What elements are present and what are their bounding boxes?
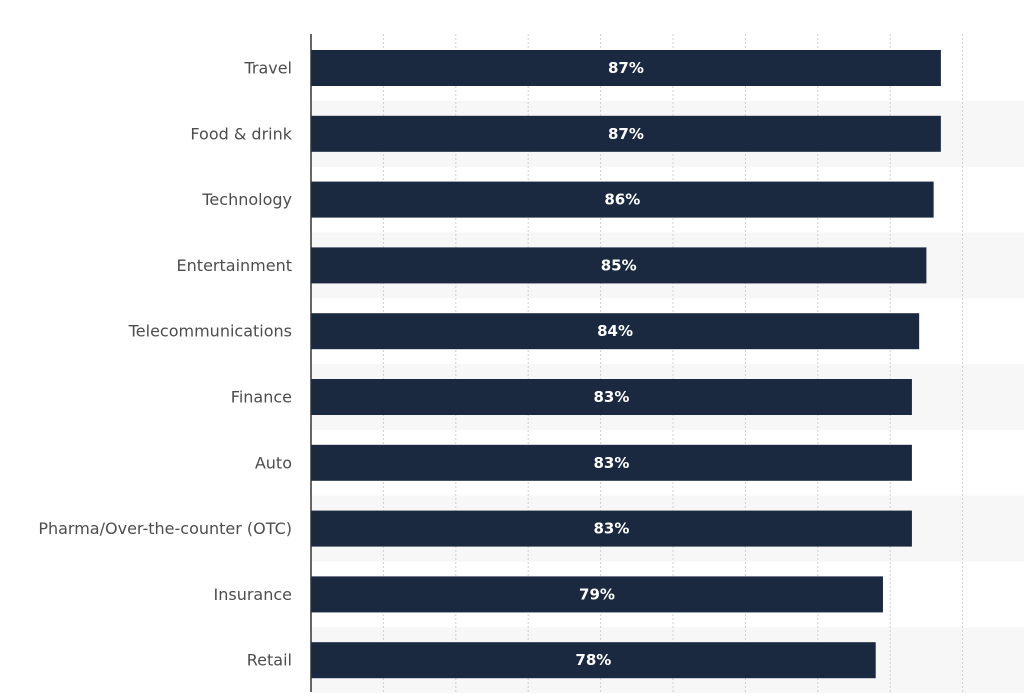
data-label: 83% (594, 454, 630, 472)
category-label: Technology (201, 190, 292, 209)
data-label: 86% (604, 191, 640, 209)
value-labels: 87% 87% 86% 85% 84% 83% 83% 83% 79% 78% (575, 59, 643, 669)
data-label: 83% (594, 520, 630, 538)
category-label: Food & drink (190, 124, 292, 143)
data-label: 79% (579, 585, 615, 603)
bar[interactable] (311, 379, 912, 415)
bar[interactable] (311, 313, 920, 350)
bars (311, 50, 941, 679)
bar[interactable] (311, 642, 876, 679)
data-label: 87% (608, 125, 644, 143)
data-label: 87% (608, 59, 644, 77)
category-label: Travel (243, 59, 292, 78)
category-label: Pharma/Over-the-counter (OTC) (38, 519, 292, 538)
category-label: Telecommunications (128, 322, 292, 341)
bar[interactable] (311, 115, 941, 152)
data-label: 83% (594, 388, 630, 406)
category-label: Entertainment (177, 256, 292, 275)
category-label: Finance (231, 388, 292, 407)
category-label: Auto (255, 453, 292, 472)
bar[interactable] (311, 510, 912, 547)
category-labels: Travel Food & drink Technology Entertainmen… (38, 59, 292, 670)
data-label: 85% (601, 256, 637, 274)
bar[interactable] (311, 444, 912, 481)
category-label: Retail (247, 651, 292, 670)
data-label: 84% (597, 322, 633, 340)
bar[interactable] (311, 576, 883, 613)
category-label: Insurance (214, 585, 293, 604)
bar[interactable] (311, 247, 927, 284)
data-label: 78% (575, 651, 611, 669)
bar[interactable] (311, 181, 934, 218)
bar[interactable] (311, 50, 941, 86)
